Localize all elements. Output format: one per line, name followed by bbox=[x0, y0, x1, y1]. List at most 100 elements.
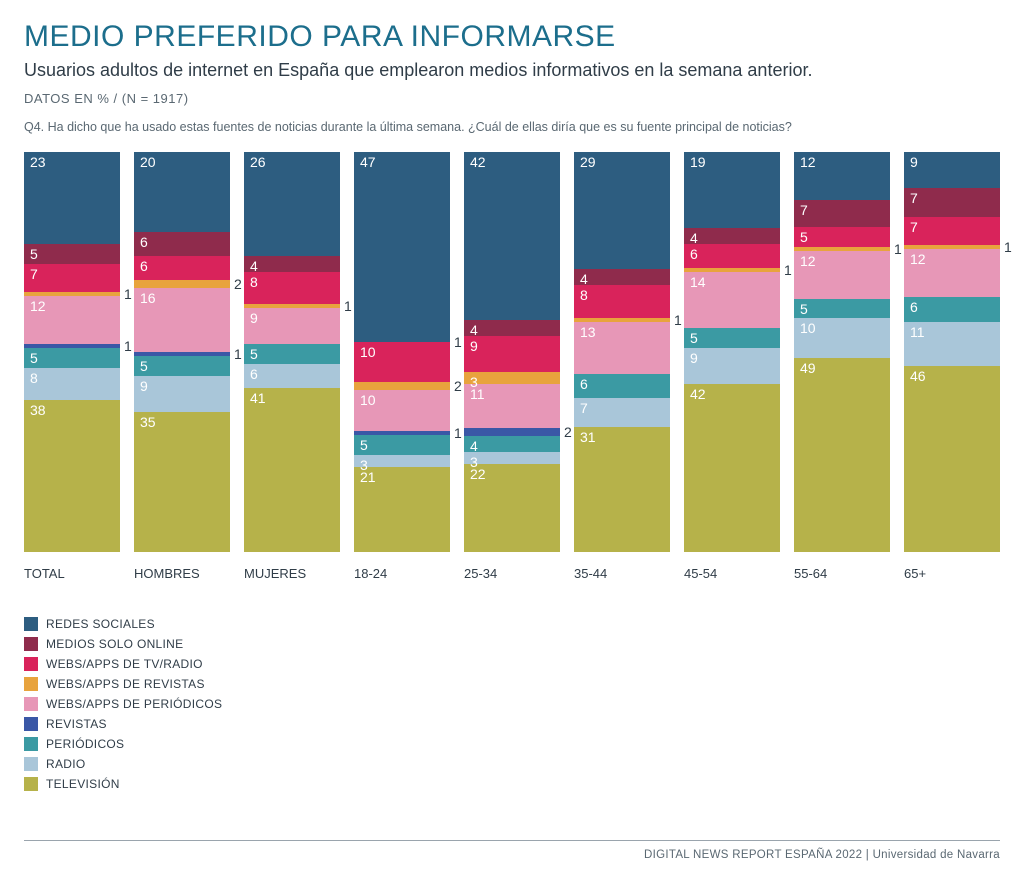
segment-value-outside: 1 bbox=[784, 263, 792, 277]
segment-value: 13 bbox=[580, 325, 596, 339]
segment-value: 42 bbox=[470, 155, 486, 169]
bar: 19461145942 bbox=[684, 152, 780, 552]
bar-segment: 6 bbox=[134, 256, 230, 280]
bar-segment: 5 bbox=[24, 244, 120, 264]
segment-value: 41 bbox=[250, 391, 266, 405]
segment-value: 38 bbox=[30, 403, 46, 417]
question-text: Q4. Ha dicho que ha usado estas fuentes … bbox=[24, 120, 1000, 134]
segment-value: 6 bbox=[690, 247, 698, 261]
segment-value: 20 bbox=[140, 155, 156, 169]
stacked-bar-chart: 2357112158382066216159352648195641471102… bbox=[24, 152, 1000, 552]
legend-swatch bbox=[24, 737, 38, 751]
legend-label: RADIO bbox=[46, 757, 86, 771]
bar-segment: 4 bbox=[464, 436, 560, 452]
segment-value: 12 bbox=[800, 254, 816, 268]
segment-value: 5 bbox=[800, 230, 808, 244]
segment-value-outside: 1 bbox=[234, 347, 242, 361]
x-axis-label: HOMBRES bbox=[134, 558, 230, 581]
segment-value-outside: 1 bbox=[124, 287, 132, 301]
bar-segment: 2 bbox=[134, 280, 230, 288]
legend-label: REVISTAS bbox=[46, 717, 107, 731]
segment-value: 9 bbox=[470, 339, 478, 353]
segment-value-outside: 1 bbox=[454, 335, 462, 349]
segment-value: 6 bbox=[910, 300, 918, 314]
bar-column: 206621615935 bbox=[134, 152, 230, 552]
x-axis-label: MUJERES bbox=[244, 558, 340, 581]
bar-segment: 2 bbox=[354, 382, 450, 390]
legend-item: WEBS/APPS DE TV/RADIO bbox=[24, 657, 1000, 671]
segment-value: 10 bbox=[360, 345, 376, 359]
legend-swatch bbox=[24, 717, 38, 731]
segment-value: 46 bbox=[910, 369, 926, 383]
bar: 206621615935 bbox=[134, 152, 230, 552]
bar-column: 127511251049 bbox=[794, 152, 890, 552]
segment-value: 11 bbox=[470, 387, 485, 401]
bar-segment: 12 bbox=[24, 296, 120, 344]
legend-label: REDES SOCIALES bbox=[46, 617, 155, 631]
segment-value-outside: 1 bbox=[124, 339, 132, 353]
footer-divider bbox=[24, 840, 1000, 841]
legend-item: RADIO bbox=[24, 757, 1000, 771]
bar: 127511251049 bbox=[794, 152, 890, 552]
bar: 2648195641 bbox=[244, 152, 340, 552]
bar-segment: 11 bbox=[464, 384, 560, 428]
legend-swatch bbox=[24, 777, 38, 791]
segment-value: 6 bbox=[580, 377, 588, 391]
segment-value: 8 bbox=[580, 288, 588, 302]
bar-segment: 2 bbox=[464, 428, 560, 436]
legend-swatch bbox=[24, 677, 38, 691]
bar-segment: 4 bbox=[464, 320, 560, 336]
segment-value: 4 bbox=[470, 323, 478, 337]
segment-value: 9 bbox=[250, 311, 258, 325]
x-axis-label: 55-64 bbox=[794, 558, 890, 581]
legend-item: REDES SOCIALES bbox=[24, 617, 1000, 631]
legend-swatch bbox=[24, 637, 38, 651]
segment-value: 22 bbox=[470, 467, 486, 481]
bar-segment: 4 bbox=[244, 256, 340, 272]
segment-value: 9 bbox=[140, 379, 148, 393]
page-title: MEDIO PREFERIDO PARA INFORMARSE bbox=[24, 20, 1000, 54]
bar: 4711021015321 bbox=[354, 152, 450, 552]
segment-value: 5 bbox=[140, 359, 148, 373]
bar-segment: 42 bbox=[464, 152, 560, 320]
legend-label: TELEVISIÓN bbox=[46, 777, 120, 791]
bar-column: 97711261146 bbox=[904, 152, 1000, 552]
segment-value: 4 bbox=[580, 272, 588, 286]
segment-value: 5 bbox=[30, 247, 38, 261]
segment-value: 6 bbox=[250, 367, 258, 381]
bar-segment: 22 bbox=[464, 464, 560, 552]
bar-segment: 4 bbox=[684, 228, 780, 244]
bar-segment: 26 bbox=[244, 152, 340, 256]
segment-value: 10 bbox=[800, 321, 816, 335]
segment-value: 16 bbox=[140, 291, 156, 305]
segment-value: 8 bbox=[30, 371, 38, 385]
segment-value: 5 bbox=[800, 302, 808, 316]
bar-column: 235711215838 bbox=[24, 152, 120, 552]
bar-segment: 3 bbox=[354, 455, 450, 467]
bar-segment: 9 bbox=[134, 376, 230, 412]
legend: REDES SOCIALESMEDIOS SOLO ONLINEWEBS/APP… bbox=[24, 617, 1000, 791]
legend-label: WEBS/APPS DE TV/RADIO bbox=[46, 657, 203, 671]
segment-value: 14 bbox=[690, 275, 706, 289]
bar: 29481136731 bbox=[574, 152, 670, 552]
bar-segment: 9 bbox=[684, 348, 780, 384]
bar-segment: 7 bbox=[24, 264, 120, 292]
segment-value-outside: 2 bbox=[454, 379, 462, 393]
x-axis-labels: TOTALHOMBRESMUJERES18-2425-3435-4445-545… bbox=[24, 558, 1000, 581]
bar-segment: 3 bbox=[464, 372, 560, 384]
segment-value: 21 bbox=[360, 470, 376, 484]
bar-segment: 5 bbox=[794, 227, 890, 247]
bar-segment: 14 bbox=[684, 272, 780, 328]
bar-segment: 10 bbox=[354, 342, 450, 382]
segment-value: 9 bbox=[690, 351, 698, 365]
legend-swatch bbox=[24, 617, 38, 631]
segment-value: 4 bbox=[690, 231, 698, 245]
x-axis-label: 35-44 bbox=[574, 558, 670, 581]
bar-segment: 41 bbox=[244, 388, 340, 552]
segment-value-outside: 1 bbox=[1004, 240, 1012, 254]
x-axis-label: 45-54 bbox=[684, 558, 780, 581]
legend-label: WEBS/APPS DE REVISTAS bbox=[46, 677, 205, 691]
segment-value: 12 bbox=[800, 155, 816, 169]
bar-segment: 5 bbox=[24, 348, 120, 368]
segment-value: 35 bbox=[140, 415, 156, 429]
